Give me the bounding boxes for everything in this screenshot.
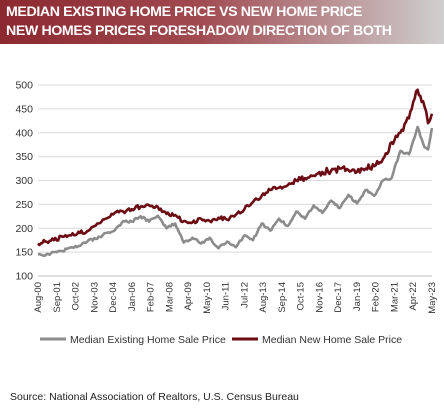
x-tick-label-Feb-07: Feb-07 — [146, 282, 157, 312]
x-tick-label-May-23: May-23 — [427, 282, 438, 314]
x-tick-label-Aug-13: Aug-13 — [258, 282, 269, 313]
x-tick-label-Apr-22: Apr-22 — [408, 282, 419, 311]
x-tick-label-Oct-15: Oct-15 — [296, 282, 307, 311]
x-tick-label-Sep-01: Sep-01 — [52, 282, 63, 313]
x-tick-label-Mar-21: Mar-21 — [389, 282, 400, 312]
x-tick-label-Feb-20: Feb-20 — [371, 282, 382, 312]
x-tick-label-Jan-06: Jan-06 — [127, 282, 138, 311]
y-tick-label-200: 200 — [15, 223, 33, 235]
title-banner: MEDIAN EXISTING HOME PRICE VS NEW HOME P… — [0, 0, 444, 44]
x-tick-label-Jul-12: Jul-12 — [239, 282, 250, 308]
line-chart: 100 150 200 250 300 350 400 450 500 Aug-00 Sep-01 O… — [15, 80, 438, 347]
x-tick-label-Oct-02: Oct-02 — [71, 282, 82, 311]
legend-label-existing: Median Existing Home Sale Price — [70, 334, 226, 346]
x-tick-label-Nov-16: Nov-16 — [314, 282, 325, 313]
y-tick-label-450: 450 — [15, 103, 33, 115]
x-tick-label-Mar-08: Mar-08 — [164, 282, 175, 312]
legend-label-new: Median New Home Sale Price — [262, 334, 402, 346]
x-tick-label-Jun-11: Jun-11 — [221, 282, 232, 310]
series-line-existing — [37, 125, 434, 258]
chart-title-line-2: NEW HOMES PRICES FORESHADOW DIRECTION OF… — [6, 23, 392, 39]
series-line-new — [36, 88, 434, 247]
x-tick-label-Sep-14: Sep-14 — [277, 282, 288, 313]
y-tick-label-250: 250 — [15, 199, 33, 211]
x-tick-label-Nov-03: Nov-03 — [89, 282, 100, 313]
y-tick-label-100: 100 — [15, 271, 33, 283]
y-tick-label-300: 300 — [15, 175, 33, 187]
x-tick-label-Aug-00: Aug-00 — [33, 282, 44, 313]
y-tick-label-500: 500 — [15, 80, 33, 92]
y-tick-label-400: 400 — [15, 127, 33, 139]
x-tick-label-Dec-04: Dec-04 — [108, 282, 119, 313]
x-tick-label-Jan-19: Jan-19 — [352, 282, 363, 311]
x-tick-label-Apr-09: Apr-09 — [183, 282, 194, 311]
chart-title-line-1: MEDIAN EXISTING HOME PRICE VS NEW HOME P… — [6, 4, 363, 20]
source-note: Source: National Association of Realtors… — [10, 391, 299, 403]
x-tick-label-Dec-17: Dec-17 — [333, 282, 344, 313]
x-tick-label-May-10: May-10 — [202, 282, 213, 314]
y-tick-label-350: 350 — [15, 151, 33, 163]
y-tick-label-150: 150 — [15, 247, 33, 259]
